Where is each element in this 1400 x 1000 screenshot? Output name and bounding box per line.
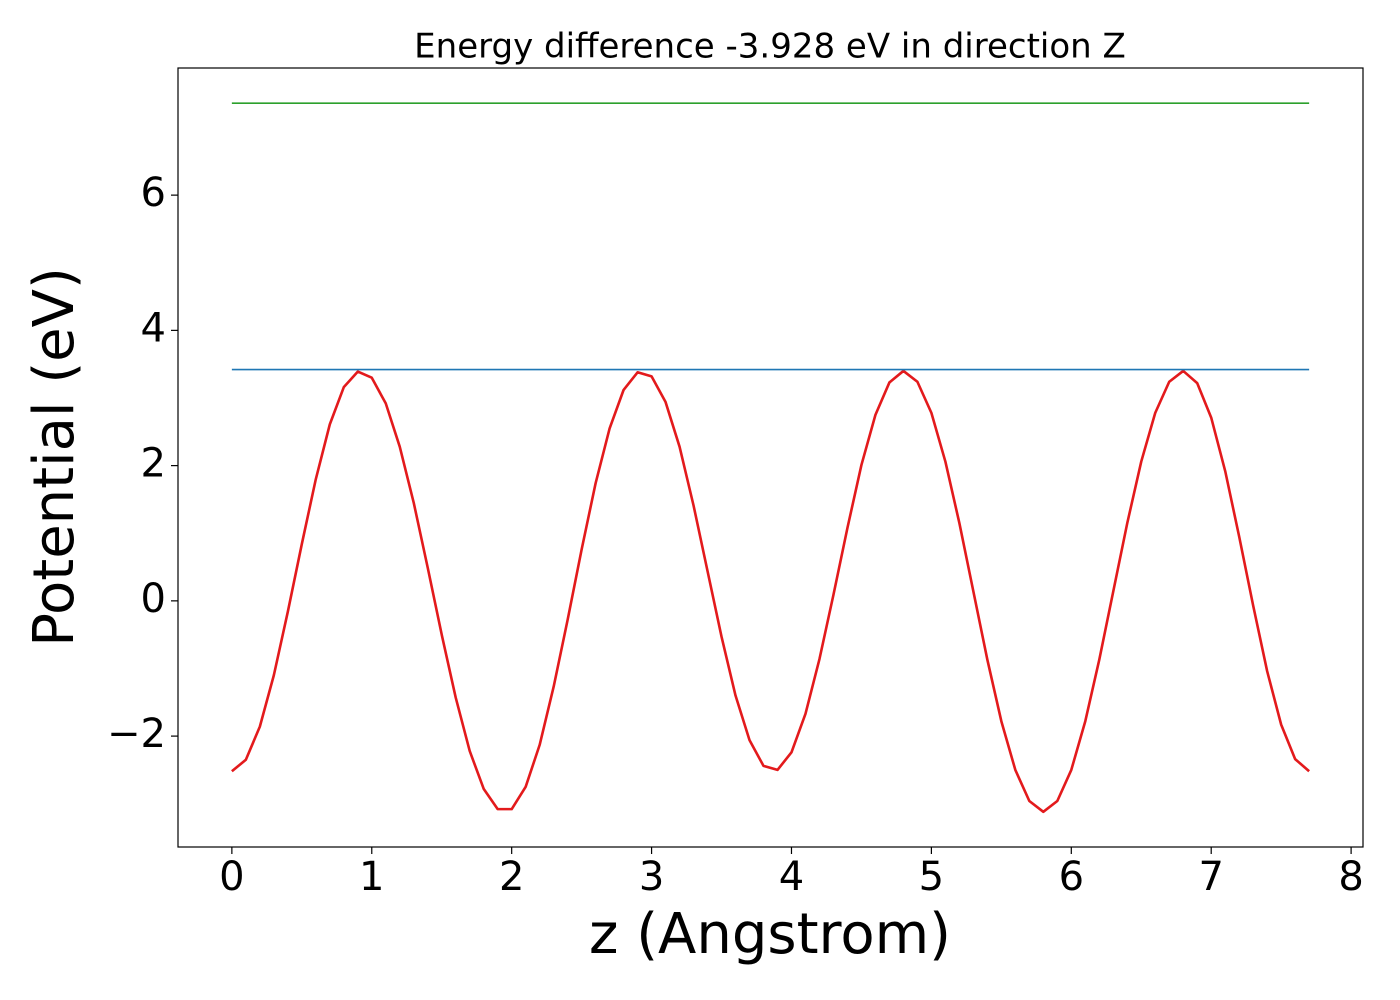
x-tick-label: 3	[639, 854, 664, 900]
x-tick-label: 6	[1059, 854, 1084, 900]
x-tick-label: 0	[219, 854, 244, 900]
y-tick-label: 0	[141, 576, 166, 622]
x-axis-label: z (Angstrom)	[589, 902, 951, 967]
x-tick-label: 8	[1338, 854, 1363, 900]
y-tick-label: 6	[141, 170, 166, 216]
x-tick-label: 7	[1198, 854, 1223, 900]
y-tick-label: 4	[141, 305, 166, 351]
chart-title: Energy difference -3.928 eV in direction…	[414, 27, 1126, 67]
x-tick-label: 4	[779, 854, 804, 900]
y-axis-label: Potential (eV)	[22, 267, 87, 647]
y-tick-label: −2	[107, 711, 166, 757]
plot-frame	[177, 67, 1364, 848]
series-line	[231, 369, 1310, 814]
x-tick-label: 5	[919, 854, 944, 900]
y-tick-label: 2	[141, 441, 166, 487]
x-tick-label: 1	[359, 854, 384, 900]
x-tick-label: 2	[499, 854, 524, 900]
